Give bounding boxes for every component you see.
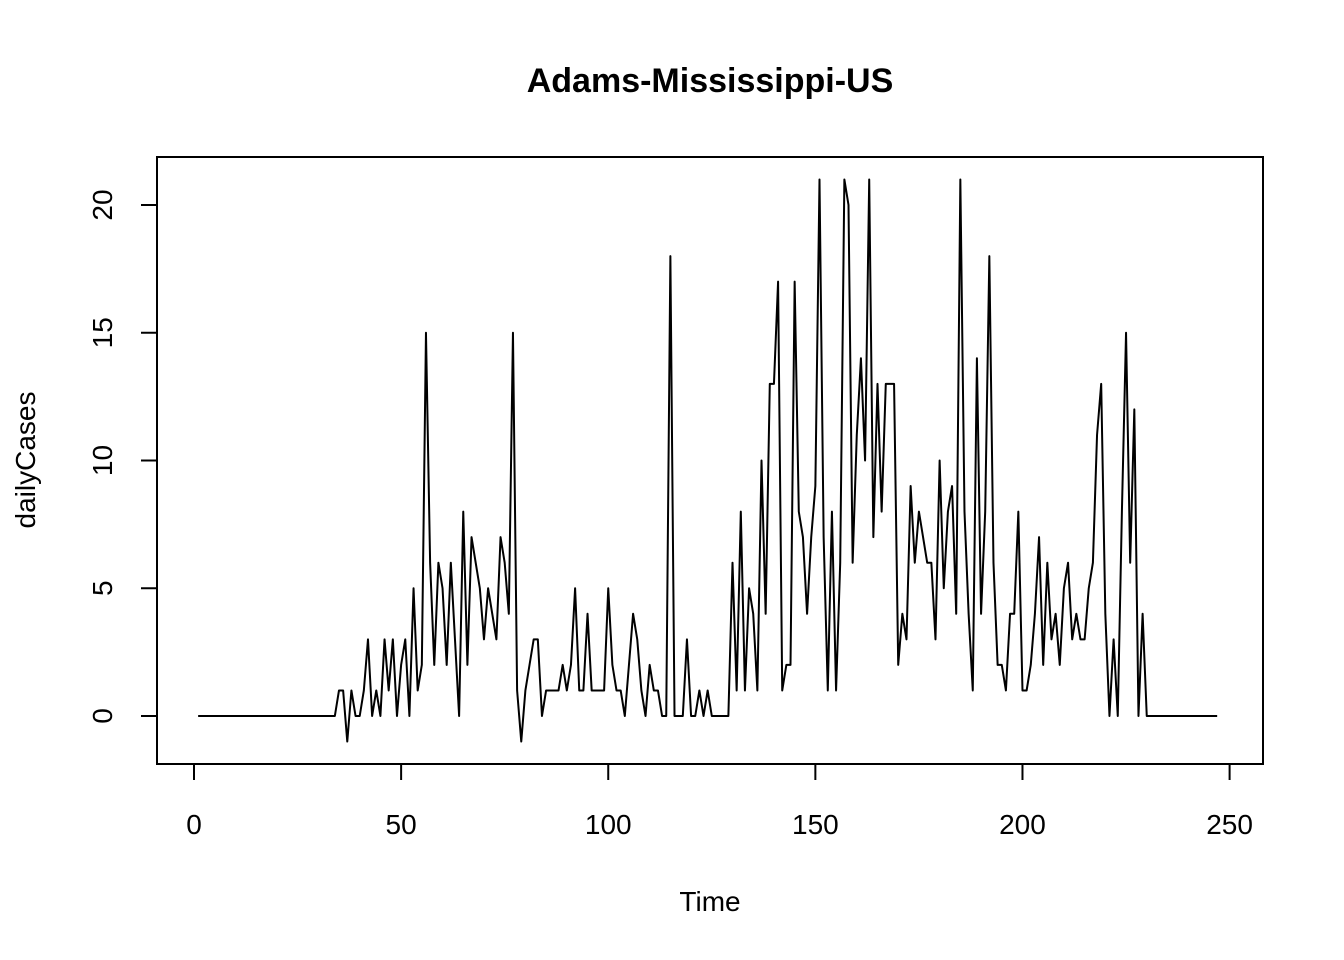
x-axis: 0 50 100 150 200 250 — [186, 763, 1253, 840]
y-tick-label: 15 — [87, 317, 118, 348]
y-axis: 0 5 10 15 20 — [87, 189, 158, 724]
x-axis-label: Time — [679, 886, 740, 917]
x-tick-label: 50 — [386, 809, 417, 840]
series-line-dailycases — [198, 178, 1218, 743]
x-tick-label: 100 — [585, 809, 632, 840]
chart-title: Adams-Mississippi-US — [527, 62, 894, 100]
y-tick-label: 5 — [87, 580, 118, 596]
x-tick-label: 200 — [999, 809, 1046, 840]
y-tick-label: 10 — [87, 445, 118, 476]
y-tick-label: 20 — [87, 189, 118, 220]
x-tick-label: 250 — [1206, 809, 1253, 840]
x-tick-label: 0 — [186, 809, 202, 840]
y-axis-label: dailyCases — [10, 392, 41, 529]
x-tick-label: 150 — [792, 809, 839, 840]
y-tick-label: 0 — [87, 708, 118, 724]
